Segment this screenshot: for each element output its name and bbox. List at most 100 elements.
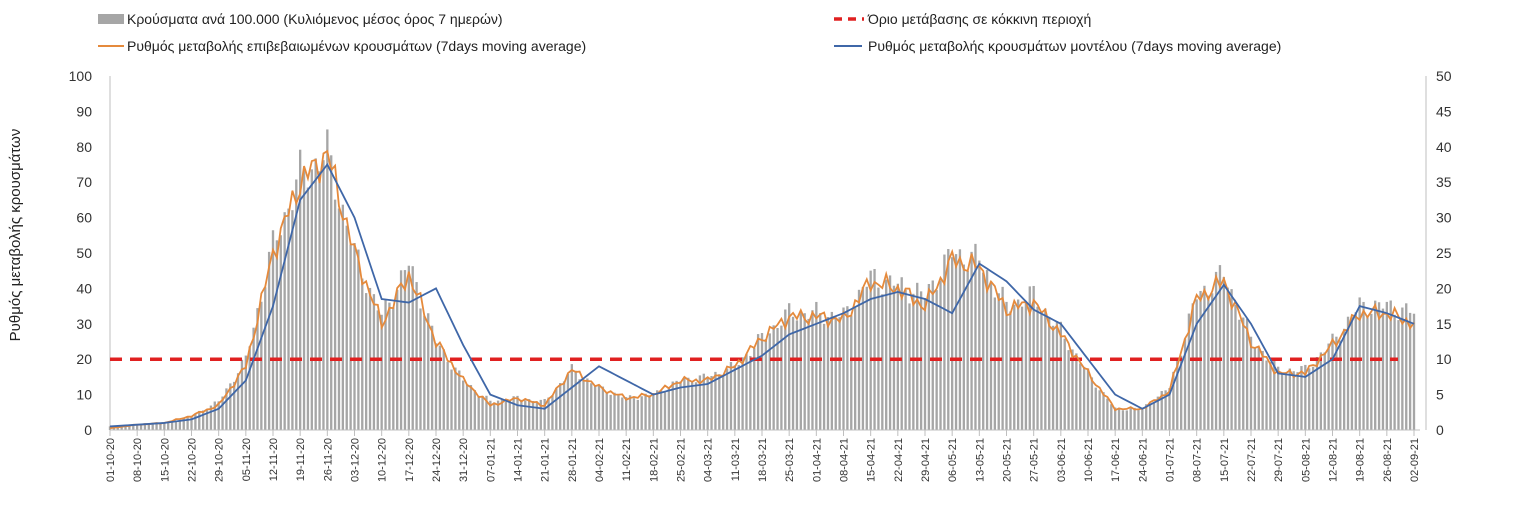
x-tick-label: 08-07-21 [1192, 438, 1204, 482]
bar [353, 243, 356, 430]
bar [776, 328, 779, 430]
bar [916, 282, 919, 430]
bar [229, 383, 232, 430]
bar [904, 289, 907, 430]
bar [605, 393, 608, 430]
bar [1129, 408, 1132, 430]
bar [384, 299, 387, 430]
bar [279, 235, 282, 430]
bar [1277, 366, 1280, 430]
bar [306, 187, 310, 430]
x-tick-label: 07-01-21 [485, 438, 497, 482]
bar [989, 281, 993, 430]
bar [287, 208, 290, 430]
bar [314, 158, 317, 430]
bar [330, 155, 333, 431]
bar [1405, 303, 1408, 430]
bar [1300, 366, 1303, 430]
y-tick-right-50: 50 [1436, 68, 1452, 84]
bar [454, 367, 457, 430]
bar [1160, 391, 1163, 430]
bar [267, 251, 271, 430]
bar [240, 359, 244, 430]
bar [625, 397, 628, 430]
x-tick-label: 15-10-20 [159, 438, 171, 482]
bar [706, 377, 709, 430]
x-tick-label: 27-05-21 [1029, 438, 1041, 482]
bar [1397, 320, 1400, 430]
bar [559, 383, 562, 430]
bar [1183, 338, 1187, 430]
bar [174, 420, 178, 430]
bar [260, 301, 263, 430]
bar [1086, 368, 1090, 430]
legend-label-model: Ρυθμός μεταβολής κρουσμάτων μοντέλου (7d… [868, 38, 1281, 54]
bar [310, 169, 313, 430]
bar [1214, 271, 1218, 430]
bar [613, 392, 616, 430]
bar [974, 243, 977, 430]
bar [423, 315, 426, 430]
bar [1125, 410, 1128, 430]
bar [244, 355, 247, 430]
bar [1350, 317, 1354, 430]
x-tick-label: 04-02-21 [594, 438, 606, 482]
bar [551, 395, 554, 430]
bar [128, 425, 131, 430]
bar [139, 424, 143, 430]
bar [756, 334, 760, 430]
bar [1090, 377, 1094, 430]
x-tick-label: 25-02-21 [676, 438, 688, 482]
x-tick-label: 04-03-21 [703, 438, 715, 482]
bar [1141, 408, 1144, 430]
bar [954, 254, 958, 430]
bar [846, 306, 849, 430]
bar [714, 371, 717, 430]
bar [566, 374, 570, 430]
bar [1028, 286, 1031, 430]
bar [582, 379, 585, 430]
bar [788, 303, 791, 430]
legend-item-cases: Κρούσματα ανά 100.000 (Κυλιόμενος μέσος … [98, 11, 503, 27]
x-tick-label: 18-02-21 [648, 438, 660, 482]
bar [225, 388, 228, 430]
bar [807, 318, 810, 430]
bar [768, 333, 771, 430]
bar [1055, 321, 1059, 430]
bar [333, 199, 337, 430]
bar [663, 392, 667, 430]
bar [124, 425, 127, 430]
bar [213, 401, 216, 430]
y-tick-left-70: 70 [76, 174, 92, 190]
bar [1048, 317, 1051, 430]
bar [1292, 371, 1295, 430]
bar [636, 399, 639, 430]
legend-swatch-cases [98, 14, 124, 24]
bar [1218, 265, 1222, 430]
bar [749, 355, 752, 430]
x-tick-label: 22-04-21 [893, 438, 905, 482]
x-tick-label: 22-10-20 [187, 438, 199, 482]
x-tick-label: 03-12-20 [350, 438, 362, 482]
bar [1009, 311, 1012, 430]
bar [908, 303, 911, 430]
y-tick-left-10: 10 [76, 387, 92, 403]
bar [947, 249, 950, 430]
bar [1280, 373, 1284, 430]
bar [147, 424, 150, 430]
x-tick-label: 05-11-20 [241, 438, 253, 481]
x-tick-label: 26-11-20 [322, 438, 334, 481]
bar [939, 280, 942, 430]
bar [1284, 372, 1288, 430]
bar [1296, 372, 1299, 430]
bar [302, 169, 306, 430]
bar [982, 272, 985, 430]
bar [163, 423, 166, 430]
bar [675, 380, 678, 430]
bar [411, 266, 414, 430]
bar [178, 419, 182, 430]
bar [539, 399, 542, 430]
x-tick-label: 19-11-20 [295, 438, 307, 481]
bar [912, 293, 915, 430]
bar [357, 249, 360, 430]
